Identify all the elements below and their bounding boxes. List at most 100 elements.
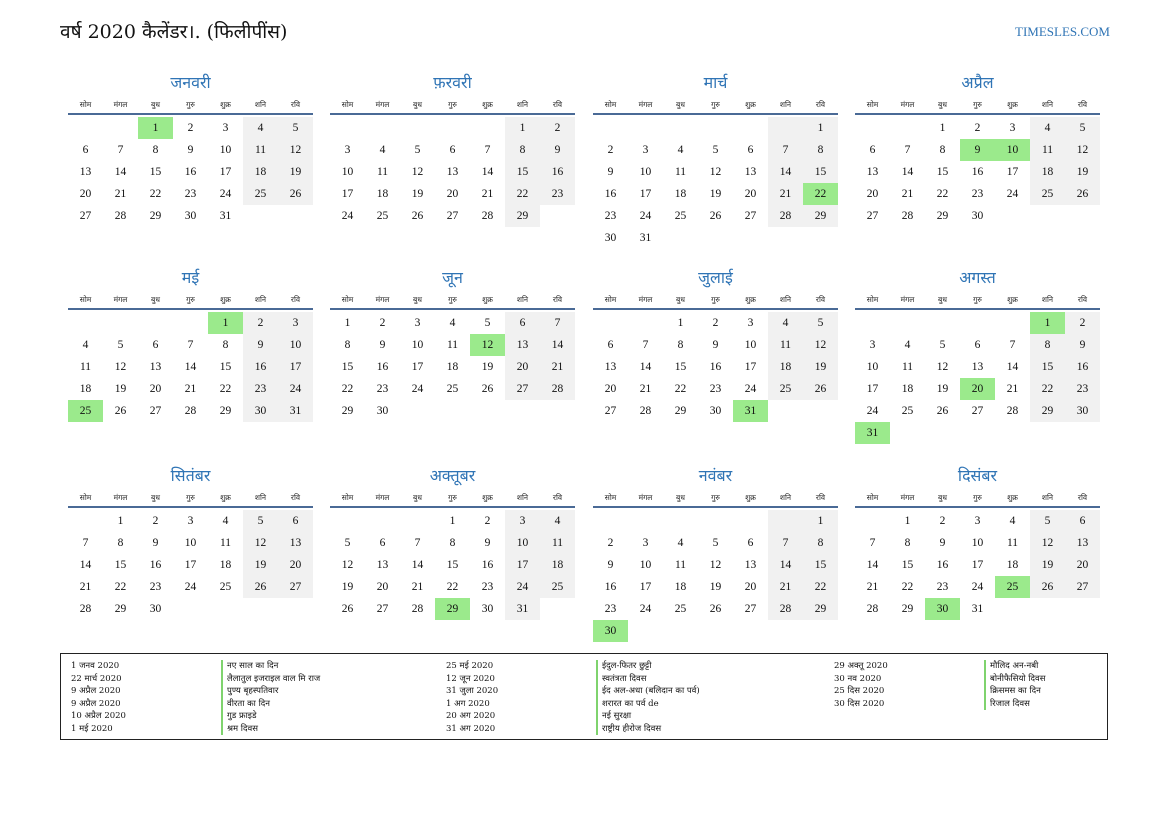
day-cell: 19 [1030,554,1065,576]
empty-cell [925,312,960,334]
empty-cell [698,117,733,139]
month-calendar: दिसंबर सोम मंगल बुध गुरु शुक्र शनि रवि 1 2 3 4 5 6 7 8 9… [855,463,1100,620]
day-cell: 21 [184,383,197,395]
day-cell: 10 [639,559,652,571]
day-cell: 23 [376,383,389,395]
empty-cell [68,510,103,532]
day-cell: 7 [82,537,89,549]
day-cell: 6 [505,312,540,334]
holiday-name: स्वतंत्रता दिवस [596,672,647,685]
day-cell: 16 [604,581,617,593]
day-cell: 16 [1065,356,1100,378]
day-cell: 6 [379,537,386,549]
weekday-label: रवि [1077,295,1088,304]
empty-cell [698,510,733,532]
day-cell: 5 [278,117,313,139]
day-cell: 16 [481,559,494,571]
weekday-label: रवि [815,100,826,109]
day-cell: 19 [411,188,424,200]
holiday-row: 10 अप्रैल 2020 गुड फ्राइडे [71,710,320,723]
holiday-day-cell: 20 [960,378,995,400]
weekday-header: सोम मंगल बुध गुरु शुक्र शनि रवि [68,489,313,508]
day-cell: 8 [222,339,229,351]
day-grid: 1 2 3 4 5 6 7 8 9 10 11 12 13 14 15 16 17 18 19 20 21 22 23 24 2… [855,312,1100,444]
holiday-name: लैलातुल इजराइल वाल मि राज [221,672,320,685]
day-cell: 9 [939,537,946,549]
day-cell: 29 [936,210,949,222]
weekday-label: शुक्र [1007,295,1018,304]
month-name: दिसंबर [957,466,998,485]
day-cell: 7 [768,139,803,161]
day-cell: 24 [411,383,424,395]
day-cell: 21 [768,576,803,598]
day-cell: 2 [484,515,491,527]
day-cell: 27 [866,210,879,222]
day-cell: 7 [484,144,491,156]
weekday-label: गुरु [711,493,720,502]
day-cell: 11 [674,559,687,571]
day-cell: 26 [936,405,949,417]
day-cell: 23 [481,581,494,593]
day-cell: 20 [79,188,92,200]
day-cell: 24 [1006,188,1019,200]
day-cell: 8 [505,139,540,161]
empty-cell [855,312,890,334]
day-cell: 20 [1065,554,1100,576]
day-cell: 12 [243,532,278,554]
weekday-label: रवि [1077,100,1088,109]
weekday-label: बुध [938,493,947,502]
day-cell: 5 [712,144,719,156]
weekday-header: सोम मंगल बुध गुरु शुक्र शनि रवि [68,96,313,115]
day-cell: 23 [936,581,949,593]
day-grid: 1 2 3 4 5 6 7 8 9 10 11 12 13 14 15 16 17 18 19 20 21 22 23 24 2… [330,312,575,422]
day-cell: 15 [149,166,162,178]
day-cell: 14 [540,334,575,356]
day-cell: 26 [709,603,722,615]
day-cell: 21 [901,188,914,200]
day-cell: 17 [971,559,984,571]
day-cell: 28 [768,205,803,227]
day-cell: 15 [505,161,540,183]
day-cell: 24 [866,405,879,417]
day-cell: 13 [278,532,313,554]
holiday-row: 9 अप्रैल 2020 वीरता का दिन [71,697,320,710]
day-cell: 12 [1065,139,1100,161]
day-cell: 8 [152,144,159,156]
day-cell: 15 [219,361,232,373]
day-cell: 13 [971,361,984,373]
day-cell: 19 [936,383,949,395]
day-cell: 29 [901,603,914,615]
weekday-label: सोम [341,295,354,304]
day-cell: 22 [149,188,162,200]
holiday-date: 20 अग 2020 [446,711,496,721]
holiday-date: 30 नव 2020 [834,673,882,684]
month-name: अगस्त [959,268,996,287]
day-cell: 18 [1030,161,1065,183]
day-cell: 6 [82,144,89,156]
day-cell: 7 [869,537,876,549]
day-cell: 15 [1030,356,1065,378]
day-cell: 2 [712,317,719,329]
weekday-label: रवि [552,100,563,109]
day-cell: 7 [414,537,421,549]
empty-cell [890,312,925,334]
day-cell: 2 [187,122,194,134]
day-cell: 18 [1006,559,1019,571]
holiday-row: 12 जून 2020 स्वतंत्रता दिवस [446,672,700,685]
day-cell: 10 [219,144,232,156]
holiday-day-cell: 31 [855,422,890,444]
weekday-label: शनि [516,295,529,304]
day-grid: 1 2 3 4 5 6 7 8 9 10 11 12 13 14 15 16 17 18 19 20 21 22 23 24 2… [68,510,313,620]
day-cell: 7 [1009,339,1016,351]
site-link[interactable]: TIMESLES.COM [1015,24,1110,39]
day-cell: 7 [904,144,911,156]
day-cell: 22 [114,581,127,593]
day-cell: 18 [674,188,687,200]
weekday-label: बुध [151,493,160,502]
day-cell: 6 [449,144,456,156]
empty-cell [103,117,138,139]
day-cell: 18 [243,161,278,183]
weekday-header: सोम मंगल बुध गुरु शुक्र शनि रवि [855,96,1100,115]
weekday-label: सोम [866,295,879,304]
weekday-label: शनि [516,493,529,502]
